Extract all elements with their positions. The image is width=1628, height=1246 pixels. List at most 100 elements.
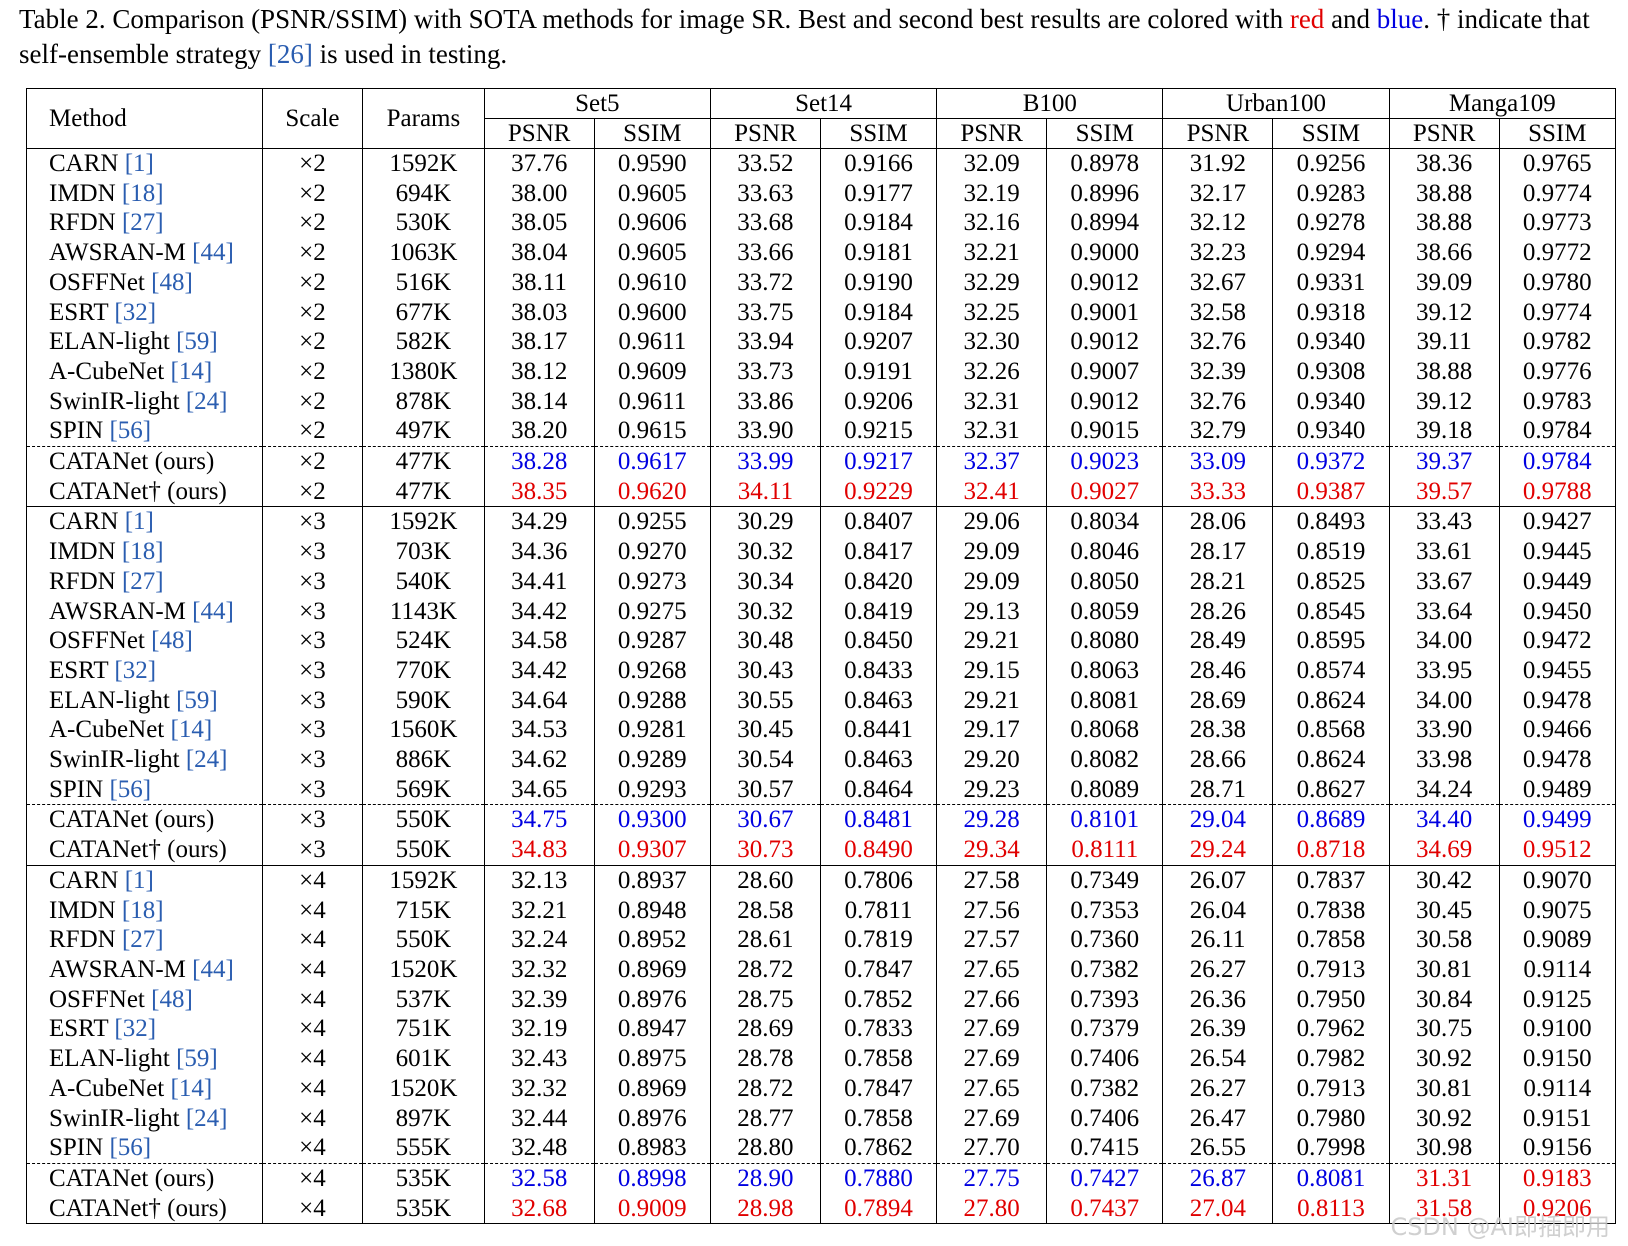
psnr-cell: 32.23 — [1162, 238, 1273, 268]
ssim-cell: 0.9765 — [1498, 148, 1616, 179]
params-cell: 535K — [362, 1193, 485, 1224]
scale-cell: ×4 — [261, 1103, 363, 1134]
citation-link[interactable]: [59] — [176, 1045, 218, 1073]
psnr-cell: 28.72 — [709, 954, 821, 985]
ssim-cell: 0.9340 — [1272, 327, 1390, 357]
citation-link[interactable]: [14] — [170, 716, 213, 744]
citation-link[interactable]: [59] — [176, 328, 218, 356]
ssim-cell: 0.9183 — [1498, 1162, 1616, 1194]
method-cell: SPIN [56] — [27, 1133, 263, 1163]
psnr-cell: 32.16 — [936, 208, 1047, 239]
psnr-cell: 30.34 — [709, 566, 821, 597]
psnr-cell: 34.41 — [483, 566, 595, 597]
ssim-cell: 0.7838 — [1272, 895, 1390, 926]
psnr-cell: 33.99 — [709, 446, 821, 477]
citation-link[interactable]: [24] — [185, 1104, 228, 1132]
citation-link[interactable]: [18] — [121, 179, 164, 207]
ssim-cell: 0.8081 — [1272, 1162, 1390, 1194]
ssim-cell: 0.9610 — [593, 267, 711, 298]
header-dataset-set5: Set5 — [483, 88, 711, 119]
psnr-cell: 32.32 — [483, 954, 595, 985]
citation-link[interactable]: [24] — [185, 387, 228, 415]
ssim-cell: 0.8490 — [819, 835, 937, 866]
method-name: CATANet† (ours) — [49, 836, 227, 864]
ssim-cell: 0.8089 — [1046, 774, 1163, 805]
ssim-cell: 0.9177 — [819, 178, 937, 209]
citation-link[interactable]: [1] — [124, 508, 154, 536]
psnr-cell: 27.65 — [936, 1073, 1047, 1104]
citation-link[interactable]: [27] — [121, 567, 164, 595]
citation-link[interactable]: [24] — [185, 746, 228, 774]
scale-cell: ×2 — [261, 416, 363, 447]
psnr-cell: 33.94 — [709, 327, 821, 357]
ssim-cell: 0.8420 — [819, 566, 937, 597]
method-name: SPIN — [49, 417, 104, 445]
ssim-cell: 0.9289 — [593, 745, 711, 775]
citation-link[interactable]: [56] — [109, 417, 152, 445]
ssim-cell: 0.9340 — [1272, 386, 1390, 417]
psnr-cell: 33.52 — [709, 148, 821, 179]
psnr-cell: 32.17 — [1162, 178, 1273, 209]
citation-link[interactable]: [32] — [114, 656, 157, 684]
method-cell: SwinIR-light [24] — [27, 745, 263, 775]
caption-text-2: . † indicate that self-ensemble strategy — [19, 4, 1590, 69]
psnr-cell: 32.44 — [483, 1103, 595, 1134]
citation-link[interactable]: [59] — [176, 686, 218, 714]
params-cell: 550K — [362, 835, 485, 866]
scale-cell: ×2 — [261, 446, 363, 477]
ssim-cell: 0.9151 — [1498, 1103, 1616, 1134]
scale-group: CARN [1] ×2 1592K 37.76 0.9590 33.52 0.9166 32.… — [26, 148, 1616, 507]
ssim-cell: 0.9784 — [1498, 416, 1616, 447]
params-cell: 582K — [362, 327, 485, 357]
method-cell: OSFFNet [48] — [27, 985, 263, 1015]
psnr-cell: 34.75 — [483, 804, 595, 836]
psnr-cell: 26.54 — [1162, 1044, 1273, 1074]
ssim-cell: 0.8519 — [1272, 537, 1390, 567]
citation-link[interactable]: [48] — [151, 985, 193, 1013]
ssim-cell: 0.8624 — [1272, 745, 1390, 775]
psnr-cell: 38.00 — [483, 178, 595, 209]
citation-link[interactable]: [56] — [109, 775, 152, 803]
citation-link[interactable]: [48] — [151, 268, 193, 296]
citation-link[interactable]: [32] — [114, 1015, 157, 1043]
ssim-cell: 0.9001 — [1046, 297, 1163, 328]
psnr-cell: 30.43 — [709, 655, 821, 686]
citation-link[interactable]: [56] — [109, 1134, 152, 1162]
params-cell: 1592K — [362, 506, 485, 538]
ssim-cell: 0.9605 — [593, 238, 711, 268]
citation-link[interactable]: [32] — [114, 298, 157, 326]
citation-link[interactable]: [14] — [170, 1074, 213, 1102]
ssim-cell: 0.7406 — [1046, 1044, 1163, 1074]
scale-group: CARN [1] ×3 1592K 34.29 0.9255 30.29 0.8407 29.… — [26, 506, 1616, 866]
citation-link[interactable]: [44] — [192, 239, 234, 267]
ssim-cell: 0.8068 — [1046, 715, 1163, 746]
citation-link[interactable]: [18] — [121, 538, 164, 566]
ssim-cell: 0.7950 — [1272, 984, 1390, 1015]
method-cell: CARN [1] — [27, 507, 263, 537]
psnr-cell: 26.27 — [1162, 954, 1273, 985]
psnr-cell: 34.24 — [1388, 774, 1500, 805]
ssim-cell: 0.9288 — [593, 685, 711, 716]
scale-cell: ×3 — [261, 506, 363, 538]
psnr-cell: 32.48 — [483, 1133, 595, 1164]
psnr-cell: 38.14 — [483, 386, 595, 417]
header-ssim: SSIM — [593, 118, 711, 149]
citation-link[interactable]: [18] — [121, 896, 164, 924]
caption-citation-link[interactable]: [26] — [267, 39, 313, 69]
citation-link[interactable]: [14] — [170, 357, 213, 385]
psnr-cell: 29.15 — [936, 655, 1047, 686]
citation-link[interactable]: [48] — [151, 627, 193, 655]
psnr-cell: 26.07 — [1162, 865, 1273, 896]
psnr-cell: 30.54 — [709, 745, 821, 775]
method-cell: SPIN [56] — [27, 416, 263, 446]
citation-link[interactable]: [1] — [124, 150, 154, 177]
psnr-cell: 33.63 — [709, 178, 821, 209]
ssim-cell: 0.7811 — [819, 895, 937, 926]
citation-link[interactable]: [1] — [124, 866, 154, 894]
citation-link[interactable]: [27] — [121, 926, 164, 954]
ssim-cell: 0.9455 — [1498, 655, 1616, 686]
citation-link[interactable]: [44] — [192, 955, 234, 983]
citation-link[interactable]: [44] — [192, 597, 234, 625]
citation-link[interactable]: [27] — [121, 209, 164, 237]
psnr-cell: 39.11 — [1388, 327, 1500, 357]
